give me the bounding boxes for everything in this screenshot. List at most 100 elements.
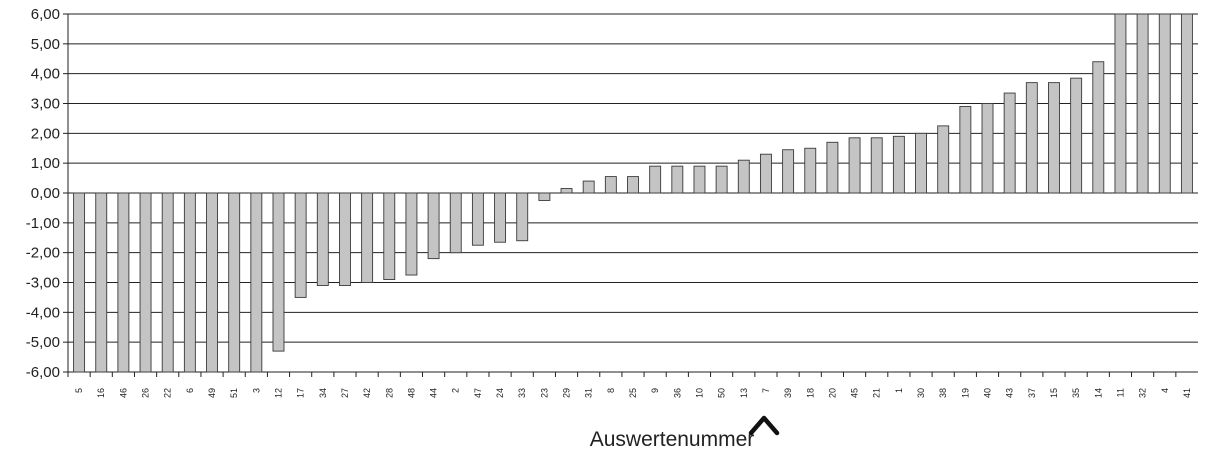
bar bbox=[73, 192, 86, 373]
bar bbox=[516, 192, 529, 242]
bar bbox=[361, 192, 374, 283]
x-tick-label: 12 bbox=[273, 388, 283, 398]
x-tick-label: 2 bbox=[451, 388, 461, 393]
y-tick-label: -5,00 bbox=[26, 334, 60, 351]
x-tick-label: 51 bbox=[229, 388, 239, 398]
x-tick-label: 17 bbox=[296, 388, 306, 398]
x-axis-label: Auswertenummer bbox=[590, 428, 755, 451]
x-tick-label: 47 bbox=[473, 388, 483, 398]
x-tick-label: 18 bbox=[805, 388, 815, 398]
y-tick-label: 0,00 bbox=[31, 185, 60, 202]
bar bbox=[1003, 92, 1016, 194]
x-tick-label: 16 bbox=[96, 388, 106, 398]
x-tick-label: 3 bbox=[251, 388, 261, 393]
bar bbox=[405, 192, 418, 276]
x-tick-label: 43 bbox=[1005, 388, 1015, 398]
bar bbox=[1092, 61, 1105, 194]
bar bbox=[494, 192, 507, 243]
bar bbox=[782, 149, 795, 194]
x-tick-label: 6 bbox=[185, 388, 195, 393]
x-tick-label: 35 bbox=[1071, 388, 1081, 398]
bar bbox=[339, 192, 351, 286]
x-axis-ticks: 5 16 46 26 22 6 49 51 3 12 17 34 27 42 28 48 44 2 47 24 33 23… bbox=[67, 372, 1192, 398]
y-tick-label: 5,00 bbox=[31, 36, 60, 53]
bar bbox=[161, 192, 174, 373]
bar bbox=[139, 192, 152, 373]
bar bbox=[250, 192, 263, 373]
bar bbox=[848, 137, 861, 194]
x-tick-label: 46 bbox=[118, 388, 128, 398]
bar bbox=[915, 132, 927, 194]
x-tick-label: 48 bbox=[406, 388, 416, 398]
x-tick-label: 21 bbox=[872, 388, 882, 398]
bar bbox=[870, 137, 883, 194]
x-tick-label: 38 bbox=[938, 388, 948, 398]
x-tick-label: 33 bbox=[517, 388, 527, 398]
y-tick-label: -2,00 bbox=[26, 245, 60, 262]
bar bbox=[582, 180, 595, 194]
bar bbox=[1158, 13, 1171, 194]
bar bbox=[1114, 13, 1127, 194]
y-tick-label: -6,00 bbox=[26, 364, 60, 381]
bar bbox=[715, 165, 728, 194]
bar bbox=[937, 125, 950, 194]
bar bbox=[117, 192, 130, 373]
bar bbox=[1048, 82, 1060, 194]
x-tick-label: 34 bbox=[318, 388, 328, 398]
x-tick-label: 36 bbox=[672, 388, 682, 398]
bar bbox=[1025, 82, 1038, 194]
bar bbox=[1180, 13, 1193, 194]
bar bbox=[604, 176, 617, 194]
x-tick-label: 30 bbox=[916, 388, 926, 398]
x-tick-label: 29 bbox=[562, 388, 572, 398]
x-tick-label: 1 bbox=[894, 388, 904, 393]
bar bbox=[1070, 77, 1083, 194]
x-tick-label: 44 bbox=[429, 388, 439, 398]
bar bbox=[671, 165, 684, 194]
bar bbox=[693, 165, 706, 194]
x-tick-label: 49 bbox=[207, 388, 217, 398]
bar bbox=[383, 192, 396, 280]
x-tick-label: 19 bbox=[960, 388, 970, 398]
bar bbox=[228, 192, 241, 373]
x-tick-label: 4 bbox=[1160, 388, 1170, 393]
x-tick-label: 14 bbox=[1093, 388, 1103, 398]
x-tick-label: 37 bbox=[1027, 388, 1037, 398]
y-tick-label: 3,00 bbox=[31, 96, 60, 113]
x-tick-label: 39 bbox=[783, 388, 793, 398]
x-tick-label: 5 bbox=[74, 388, 84, 393]
x-tick-label: 32 bbox=[1138, 388, 1148, 398]
x-tick-label: 50 bbox=[717, 388, 727, 398]
x-tick-label: 40 bbox=[983, 388, 993, 398]
y-tick-label: -1,00 bbox=[26, 215, 60, 232]
x-tick-label: 25 bbox=[628, 388, 638, 398]
bar bbox=[627, 176, 639, 194]
bar bbox=[183, 192, 196, 373]
y-tick-label: -3,00 bbox=[26, 275, 60, 292]
y-tick-label: 6,00 bbox=[31, 6, 60, 23]
x-tick-label: 23 bbox=[539, 388, 549, 398]
x-tick-label: 22 bbox=[163, 388, 173, 398]
bar bbox=[892, 135, 905, 194]
x-tick-label: 28 bbox=[384, 388, 394, 398]
x-tick-label: 7 bbox=[761, 388, 771, 393]
y-axis-ticks: 6,00 5,00 4,00 3,00 2,00 1,00 0,00 -1,00 -2,00 -3… bbox=[26, 6, 1198, 381]
x-tick-label: 8 bbox=[606, 388, 616, 393]
bar bbox=[449, 192, 462, 254]
y-tick-label: 2,00 bbox=[31, 125, 60, 142]
y-tick-label: 1,00 bbox=[31, 155, 60, 172]
x-tick-label: 20 bbox=[827, 388, 837, 398]
x-tick-label: 26 bbox=[141, 388, 151, 398]
bar bbox=[538, 192, 551, 201]
bar bbox=[1136, 13, 1149, 194]
bar bbox=[427, 192, 440, 260]
x-tick-label: 27 bbox=[340, 388, 350, 398]
bar bbox=[981, 103, 994, 194]
x-tick-label: 10 bbox=[694, 388, 704, 398]
bar bbox=[759, 153, 772, 194]
caret-up-icon bbox=[748, 415, 780, 436]
bars bbox=[73, 13, 1193, 373]
x-tick-label: 31 bbox=[584, 388, 594, 398]
bar bbox=[959, 106, 972, 194]
